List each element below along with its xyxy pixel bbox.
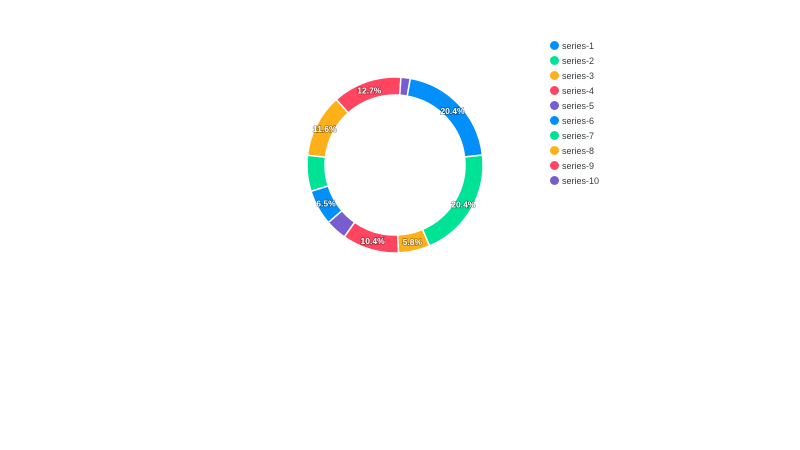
- data-label: 10.4%: [361, 236, 386, 246]
- data-label: 6.5%: [316, 198, 336, 208]
- legend-item-series-4[interactable]: series-4: [550, 83, 599, 98]
- legend-item-series-3[interactable]: series-3: [550, 68, 599, 83]
- legend-label: series-6: [562, 115, 595, 126]
- legend-item-series-1[interactable]: series-1: [550, 38, 599, 53]
- data-label: 11.6%: [313, 124, 337, 134]
- legend-item-series-8[interactable]: series-8: [550, 143, 599, 158]
- legend-item-series-10[interactable]: series-10: [550, 173, 599, 188]
- data-label: 12.7%: [357, 85, 382, 95]
- legend-item-series-5[interactable]: series-5: [550, 98, 599, 113]
- legend-marker: [550, 116, 559, 125]
- data-label: 20.4%: [440, 106, 465, 116]
- legend-label: series-9: [562, 160, 595, 171]
- legend-marker: [550, 131, 559, 140]
- legend-label: series-1: [562, 40, 595, 51]
- legend-label: series-8: [562, 145, 595, 156]
- legend-marker: [550, 176, 559, 185]
- data-label: 20.4%: [451, 200, 476, 210]
- slice-series-1[interactable]: [406, 77, 484, 158]
- legend-label: series-5: [562, 100, 595, 111]
- legend-marker: [550, 71, 559, 80]
- legend-label: series-2: [562, 55, 595, 66]
- legend-marker: [550, 146, 559, 155]
- data-label: 5.8%: [403, 237, 423, 247]
- legend-label: series-7: [562, 130, 595, 141]
- slice-series-10[interactable]: [398, 76, 412, 97]
- legend-marker: [550, 101, 559, 110]
- legend-marker: [550, 161, 559, 170]
- legend-item-series-6[interactable]: series-6: [550, 113, 599, 128]
- legend-item-series-2[interactable]: series-2: [550, 53, 599, 68]
- legend-item-series-9[interactable]: series-9: [550, 158, 599, 173]
- legend-item-series-7[interactable]: series-7: [550, 128, 599, 143]
- legend-marker: [550, 41, 559, 50]
- legend-label: series-3: [562, 70, 595, 81]
- legend-marker: [550, 86, 559, 95]
- legend-label: series-10: [562, 175, 600, 186]
- legend-label: series-4: [562, 85, 595, 96]
- legend-marker: [550, 56, 559, 65]
- legend: series-1 series-2 series-3 series-4 series-5…: [550, 38, 599, 188]
- slice-series-7[interactable]: [306, 154, 330, 193]
